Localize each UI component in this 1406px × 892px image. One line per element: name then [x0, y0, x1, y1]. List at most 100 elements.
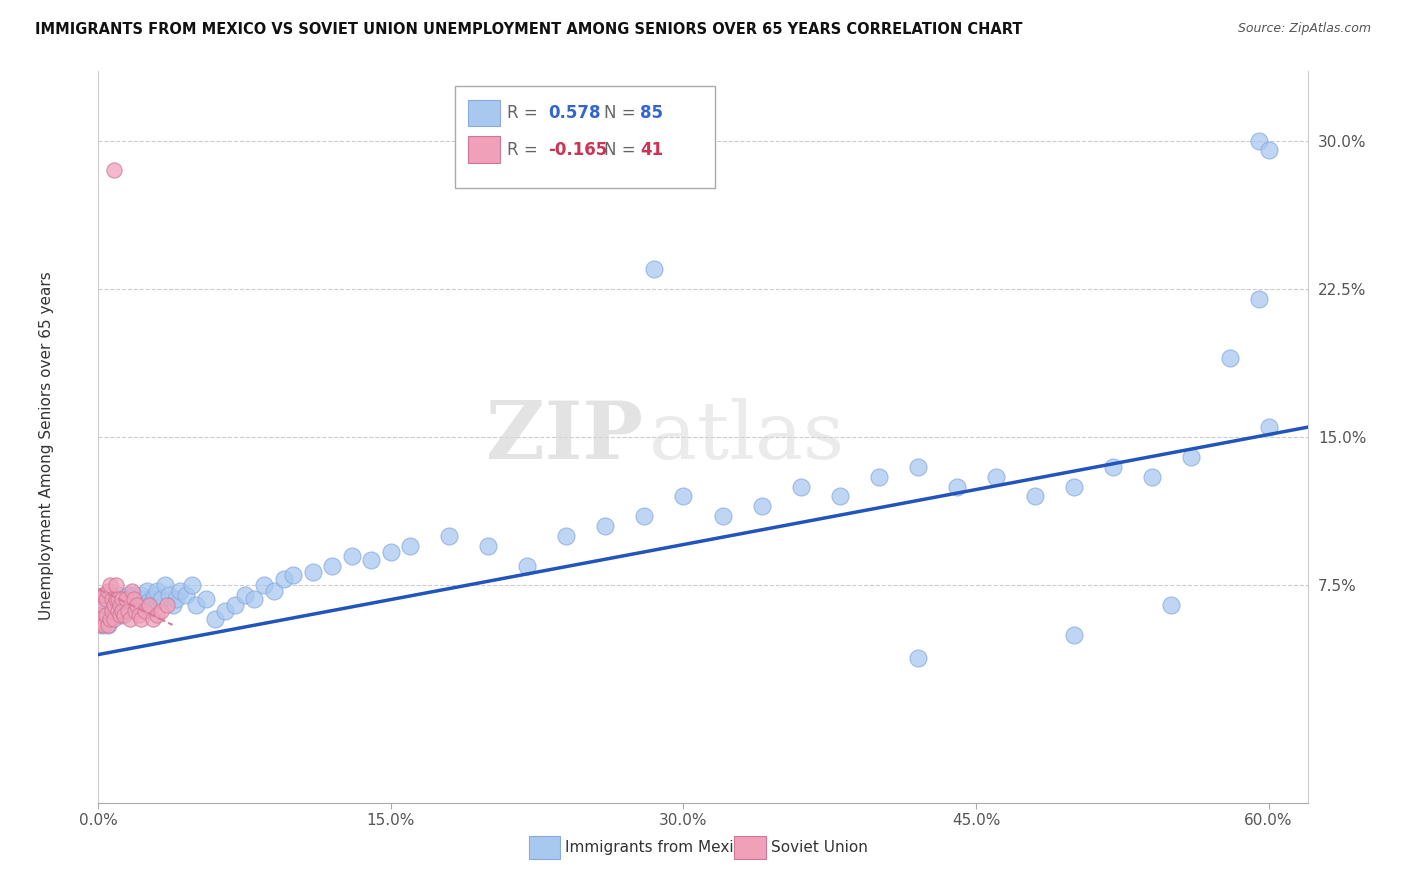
FancyBboxPatch shape [468, 100, 501, 127]
Point [380, 545, 402, 559]
Point [283, 568, 305, 582]
FancyBboxPatch shape [529, 836, 561, 859]
Point [138, 598, 160, 612]
Point [104, 592, 127, 607]
Text: atlas: atlas [648, 398, 844, 476]
Point [131, 588, 153, 602]
Point [98, 612, 121, 626]
Point [136, 584, 159, 599]
Point [112, 592, 135, 607]
Point [1219, 351, 1241, 365]
Point [142, 592, 165, 607]
Point [643, 262, 665, 277]
Point [263, 584, 285, 599]
FancyBboxPatch shape [456, 86, 716, 188]
Text: N =: N = [603, 104, 636, 122]
Point [224, 598, 246, 612]
Point [134, 592, 156, 607]
Point [1101, 459, 1123, 474]
Point [146, 607, 169, 622]
Point [96, 592, 118, 607]
Point [117, 588, 139, 602]
Point [204, 612, 226, 626]
Point [146, 584, 169, 599]
Point [118, 602, 141, 616]
Point [243, 592, 266, 607]
Point [1160, 598, 1182, 612]
Point [477, 539, 499, 553]
Point [181, 578, 204, 592]
Point [111, 604, 134, 618]
Point [127, 598, 149, 612]
Point [984, 469, 1007, 483]
Point [89, 618, 111, 632]
Point [98, 578, 121, 592]
Point [118, 612, 141, 626]
Text: R =: R = [508, 141, 543, 159]
Text: -0.165: -0.165 [548, 141, 607, 159]
Point [162, 598, 184, 612]
Point [1247, 134, 1270, 148]
Text: 41: 41 [640, 141, 664, 159]
Point [1063, 628, 1085, 642]
Point [104, 578, 127, 592]
Point [98, 607, 121, 622]
Point [128, 592, 150, 607]
Point [132, 598, 155, 612]
Point [153, 578, 176, 592]
Text: 85: 85 [640, 104, 664, 122]
Text: Immigrants from Mexico: Immigrants from Mexico [565, 840, 752, 855]
Point [117, 598, 139, 612]
Point [122, 588, 145, 602]
Point [131, 612, 153, 626]
Point [194, 592, 217, 607]
Point [1247, 292, 1270, 306]
Point [399, 539, 422, 553]
Point [138, 594, 160, 608]
Point [273, 573, 295, 587]
Text: IMMIGRANTS FROM MEXICO VS SOVIET UNION UNEMPLOYMENT AMONG SENIORS OVER 65 YEARS : IMMIGRANTS FROM MEXICO VS SOVIET UNION U… [35, 22, 1022, 37]
Point [672, 489, 695, 503]
Point [93, 588, 115, 602]
Point [302, 565, 325, 579]
Point [1257, 144, 1279, 158]
Point [907, 651, 929, 665]
Point [101, 592, 124, 607]
Point [184, 598, 207, 612]
Point [253, 578, 276, 592]
Point [142, 612, 165, 626]
FancyBboxPatch shape [468, 136, 501, 163]
Point [1180, 450, 1202, 464]
Point [103, 163, 125, 178]
Point [751, 500, 773, 514]
Point [111, 592, 134, 607]
Point [114, 602, 136, 616]
Point [439, 529, 461, 543]
Point [104, 607, 127, 622]
Point [174, 588, 197, 602]
Point [103, 612, 125, 626]
Point [107, 598, 129, 612]
FancyBboxPatch shape [734, 836, 766, 859]
Point [169, 584, 191, 599]
Point [128, 607, 150, 622]
Point [134, 604, 156, 618]
Point [103, 598, 125, 612]
Point [108, 598, 131, 612]
Text: R =: R = [508, 104, 543, 122]
Point [107, 592, 129, 607]
Point [108, 598, 131, 612]
Text: Soviet Union: Soviet Union [770, 840, 868, 855]
Point [945, 479, 967, 493]
Point [91, 618, 114, 632]
Point [124, 596, 146, 610]
Point [91, 588, 114, 602]
Point [97, 584, 120, 599]
Point [139, 598, 162, 612]
Text: Source: ZipAtlas.com: Source: ZipAtlas.com [1237, 22, 1371, 36]
Point [97, 618, 120, 632]
Point [122, 592, 145, 607]
Point [96, 598, 118, 612]
Point [828, 489, 851, 503]
Point [96, 607, 118, 622]
